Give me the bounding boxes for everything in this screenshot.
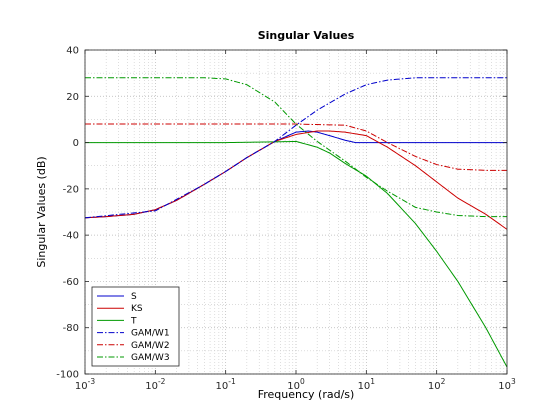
y-tick-label: 40 [66,46,79,57]
y-tick-label: 0 [73,138,79,149]
y-tick-label: -100 [56,370,79,381]
series-line-gam-w1 [84,77,507,219]
x-tick-label: 102 [428,377,446,392]
x-tick-label: 103 [498,377,516,392]
legend-label: GAM/W1 [131,329,170,339]
x-tick-label: 101 [358,377,376,392]
x-tick-label: 10-2 [145,377,165,392]
y-tick-label: -60 [63,277,79,288]
x-axis-label: Frequency (rad/s) [258,388,355,401]
chart-title: Singular Values [258,29,355,42]
legend-label: KS [131,304,143,314]
axis-ticks [84,49,508,375]
legend-label: T [130,316,137,326]
y-tick-label: -80 [63,323,79,334]
x-tick-label: 10-1 [216,377,236,392]
legend-box [91,286,180,367]
y-tick-label: 20 [66,92,79,103]
y-tick-label: -40 [63,231,79,242]
series-line-ks [84,130,508,230]
legend-label: GAM/W3 [131,353,170,363]
legend: S KS T GAM/W1 GAM/W2 GAM/W3 [91,286,180,367]
y-tick-label: -20 [63,184,79,195]
series-line-gam-w3 [85,77,507,218]
legend-label: GAM/W2 [131,341,170,351]
series-line-gam-w2 [85,123,507,171]
series-lines [84,77,508,368]
legend-label: S [131,292,137,302]
series-line-t [85,140,508,368]
y-axis-label: Singular Values (dB) [35,156,48,267]
x-tick-label: 100 [287,377,305,392]
x-tick-label: 10-3 [75,377,95,392]
axis-tick-labels: 10-3 10-2 10-1 100 101 102 103 40 20 0 -20 -40 -60 -8… [56,46,516,393]
